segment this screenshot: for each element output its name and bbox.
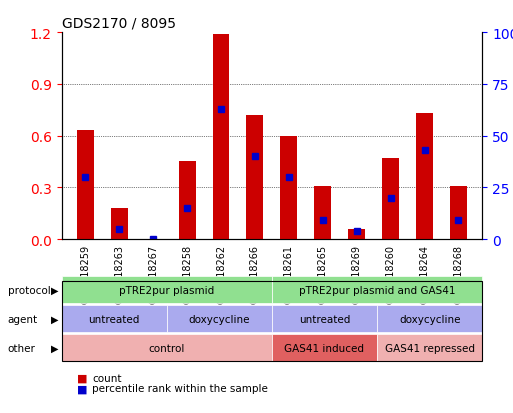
Bar (450, 186, 467, 240)
Bar (179, 162, 195, 240)
Bar (281, 136, 298, 240)
Text: untreated: untreated (299, 314, 350, 324)
Text: ▶: ▶ (51, 285, 59, 295)
Text: protocol: protocol (8, 285, 50, 295)
Text: pTRE2pur plasmid and GAS41: pTRE2pur plasmid and GAS41 (299, 285, 456, 295)
Text: ▶: ▶ (51, 343, 59, 353)
Text: ▶: ▶ (51, 314, 59, 324)
Bar (314, 186, 331, 240)
Text: untreated: untreated (88, 314, 140, 324)
Bar (382, 159, 399, 240)
Text: ■: ■ (77, 373, 87, 383)
Text: count: count (92, 373, 122, 383)
Bar (212, 35, 229, 240)
Text: agent: agent (8, 314, 38, 324)
Text: GDS2170 / 8095: GDS2170 / 8095 (62, 17, 175, 31)
Bar (348, 229, 365, 240)
Text: percentile rank within the sample: percentile rank within the sample (92, 383, 268, 393)
Text: control: control (149, 343, 185, 353)
Text: doxycycline: doxycycline (189, 314, 250, 324)
Bar (111, 209, 128, 240)
Bar (246, 116, 263, 240)
Text: other: other (8, 343, 35, 353)
Text: doxycycline: doxycycline (399, 314, 460, 324)
Bar (77, 131, 94, 240)
Text: GAS41 induced: GAS41 induced (285, 343, 364, 353)
Bar (416, 114, 433, 240)
Text: pTRE2pur plasmid: pTRE2pur plasmid (119, 285, 214, 295)
Text: ■: ■ (77, 383, 87, 393)
Text: GAS41 repressed: GAS41 repressed (385, 343, 475, 353)
